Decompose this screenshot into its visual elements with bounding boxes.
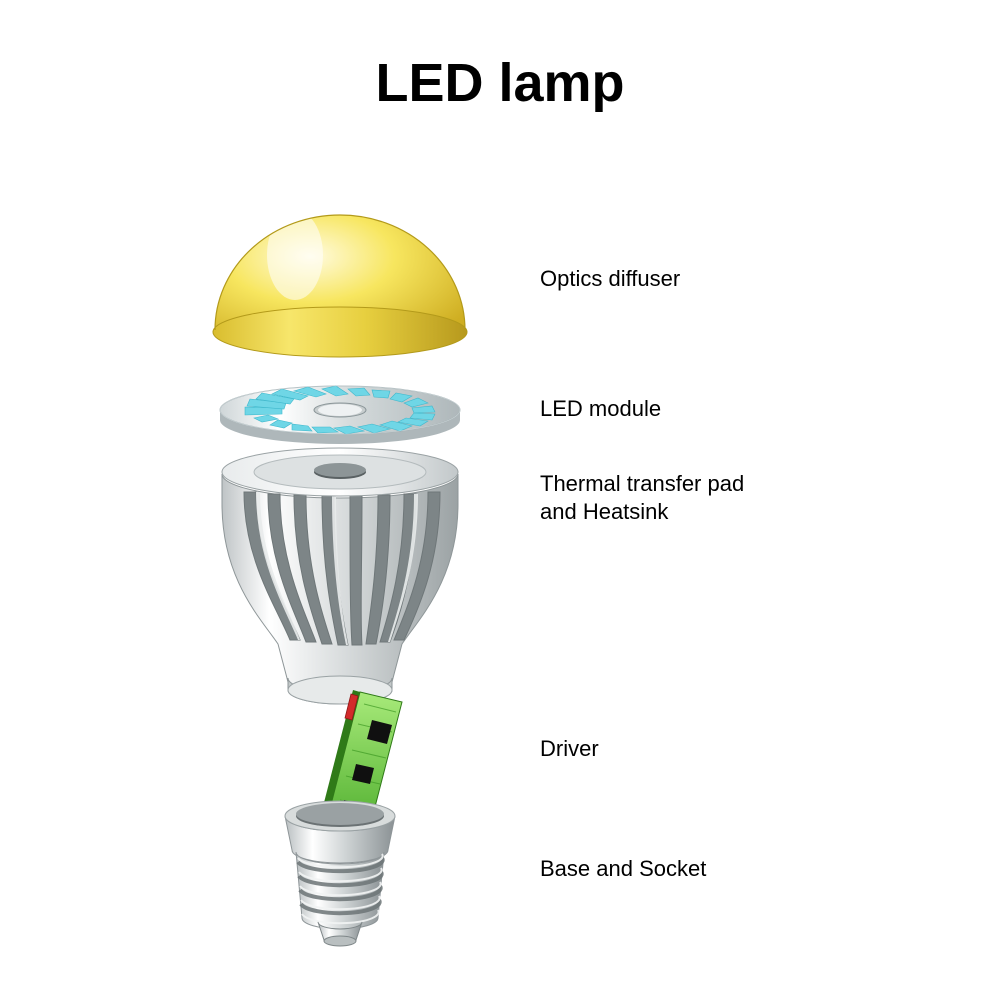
- part-heatsink: [222, 448, 458, 704]
- label-driver: Driver: [540, 735, 599, 763]
- part-socket: [285, 801, 395, 946]
- part-diffuser: [213, 210, 467, 357]
- label-socket: Base and Socket: [540, 855, 706, 883]
- part-led-module: [220, 386, 460, 444]
- label-led: LED module: [540, 395, 661, 423]
- lamp-diagram: [0, 0, 1000, 1000]
- label-diffuser: Optics diffuser: [540, 265, 680, 293]
- label-heatsink: Thermal transfer pad and Heatsink: [540, 470, 744, 525]
